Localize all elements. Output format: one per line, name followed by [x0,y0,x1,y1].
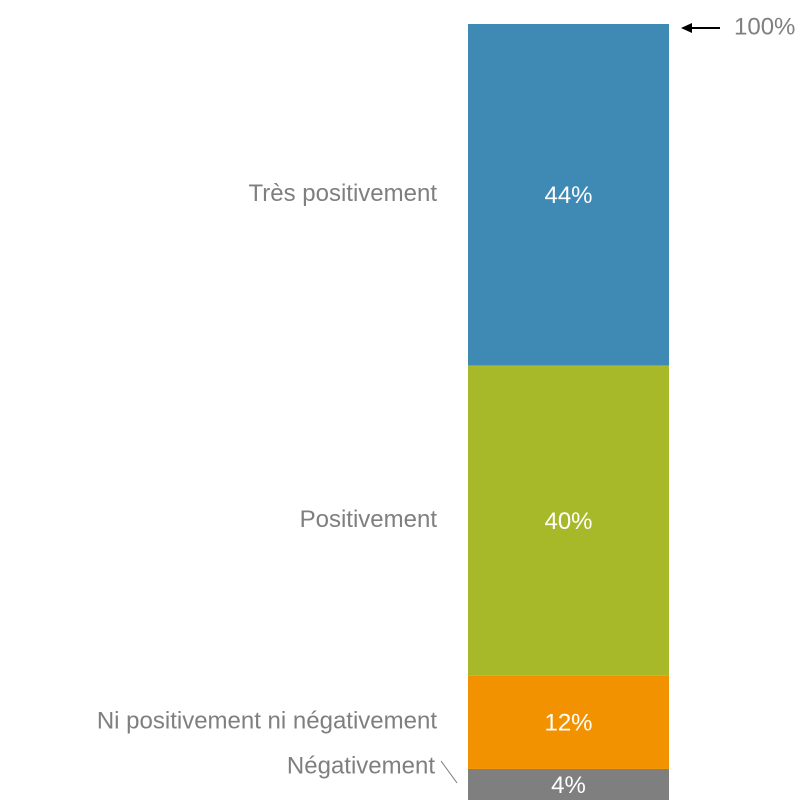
value-label: 12% [544,710,592,737]
annotation-label: 100% [734,13,795,40]
leader-line [440,760,458,784]
value-label: 4% [551,772,586,799]
category-label: Positivement [300,506,438,533]
value-label: 40% [544,508,592,535]
bar-segment [468,365,669,676]
category-label: Ni positivement ni négativement [97,708,438,735]
value-label: 44% [544,182,592,209]
category-label: Négativement [287,752,435,779]
bar-segment [468,675,669,769]
bar-segment [468,768,669,800]
category-label: Très positivement [248,180,437,207]
bar-segment [468,24,669,366]
arrow-head [681,23,692,33]
